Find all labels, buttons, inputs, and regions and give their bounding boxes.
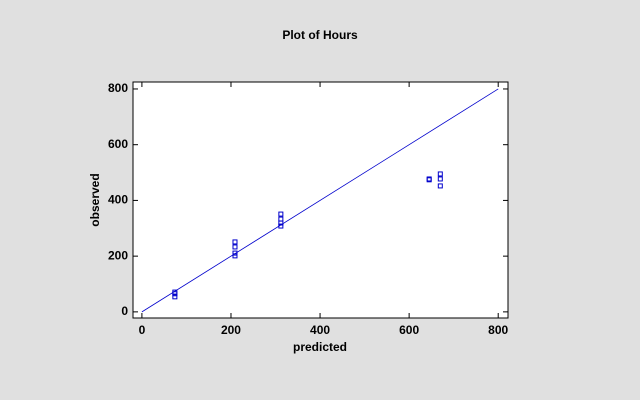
point xyxy=(426,177,432,183)
point xyxy=(172,291,178,297)
x-tick-label: 600 xyxy=(399,323,419,337)
point xyxy=(172,294,178,300)
reference-line xyxy=(141,88,499,313)
y-tick-label: 600 xyxy=(108,137,128,151)
chart-title: Plot of Hours xyxy=(282,28,358,42)
point xyxy=(437,176,443,182)
y-tick-label: 400 xyxy=(108,193,128,207)
point xyxy=(278,220,284,226)
x-tick-label: 800 xyxy=(488,323,508,337)
point xyxy=(278,223,284,229)
x-tick-label: 400 xyxy=(310,323,330,337)
point xyxy=(437,183,443,189)
y-tick-label: 200 xyxy=(108,248,128,262)
point xyxy=(232,244,238,250)
point xyxy=(278,211,284,217)
x-tick-label: 0 xyxy=(139,323,146,337)
y-tick-label: 800 xyxy=(108,81,128,95)
y-axis-label: observed xyxy=(88,173,102,226)
point xyxy=(232,250,238,256)
point xyxy=(437,171,443,177)
y-tick-label: 0 xyxy=(121,304,128,318)
x-axis-label: predicted xyxy=(293,340,347,354)
point xyxy=(232,239,238,245)
x-tick-label: 200 xyxy=(221,323,241,337)
point xyxy=(232,253,238,259)
